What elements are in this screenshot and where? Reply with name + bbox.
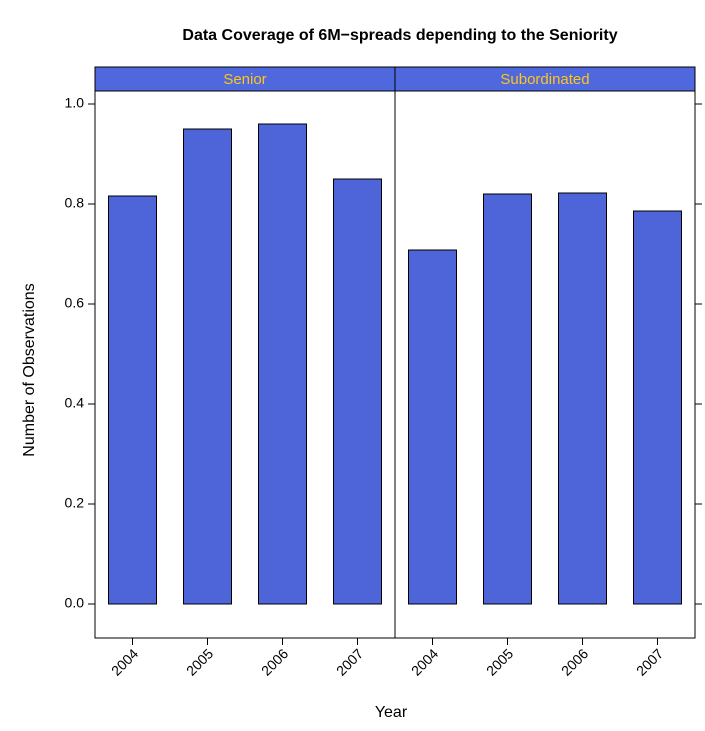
x-axis-label: Year [375, 704, 408, 721]
bar [333, 178, 382, 605]
y-tick-label: 1.0 [65, 95, 85, 111]
strip-label: Subordinated [500, 71, 589, 88]
y-tick-label: 0.6 [65, 295, 85, 311]
y-tick-label: 0.0 [65, 595, 85, 611]
bar [633, 210, 682, 605]
x-tick-label: 2004 [108, 645, 141, 678]
bar [183, 128, 232, 605]
x-tick-label: 2007 [633, 645, 666, 678]
x-tick-label: 2007 [333, 645, 366, 678]
bar [258, 123, 307, 605]
x-tick-label: 2005 [183, 645, 216, 678]
chart-title: Data Coverage of 6M−spreads depending to… [182, 27, 617, 44]
x-tick-label: 2004 [408, 645, 441, 678]
x-tick-label: 2006 [558, 645, 591, 678]
bar [483, 193, 532, 605]
x-tick-label: 2006 [258, 645, 291, 678]
strip-label: Senior [223, 71, 266, 88]
x-tick-label: 2005 [483, 645, 516, 678]
y-axis-label: Number of Observations [21, 283, 38, 456]
y-tick-label: 0.2 [65, 495, 85, 511]
strip [94, 66, 396, 92]
y-tick-label: 0.4 [65, 395, 85, 411]
strip [394, 66, 696, 92]
panel-frame [394, 90, 696, 639]
bar [408, 249, 457, 605]
y-tick-label: 0.8 [65, 195, 85, 211]
bar [108, 195, 157, 605]
bar [558, 192, 607, 605]
